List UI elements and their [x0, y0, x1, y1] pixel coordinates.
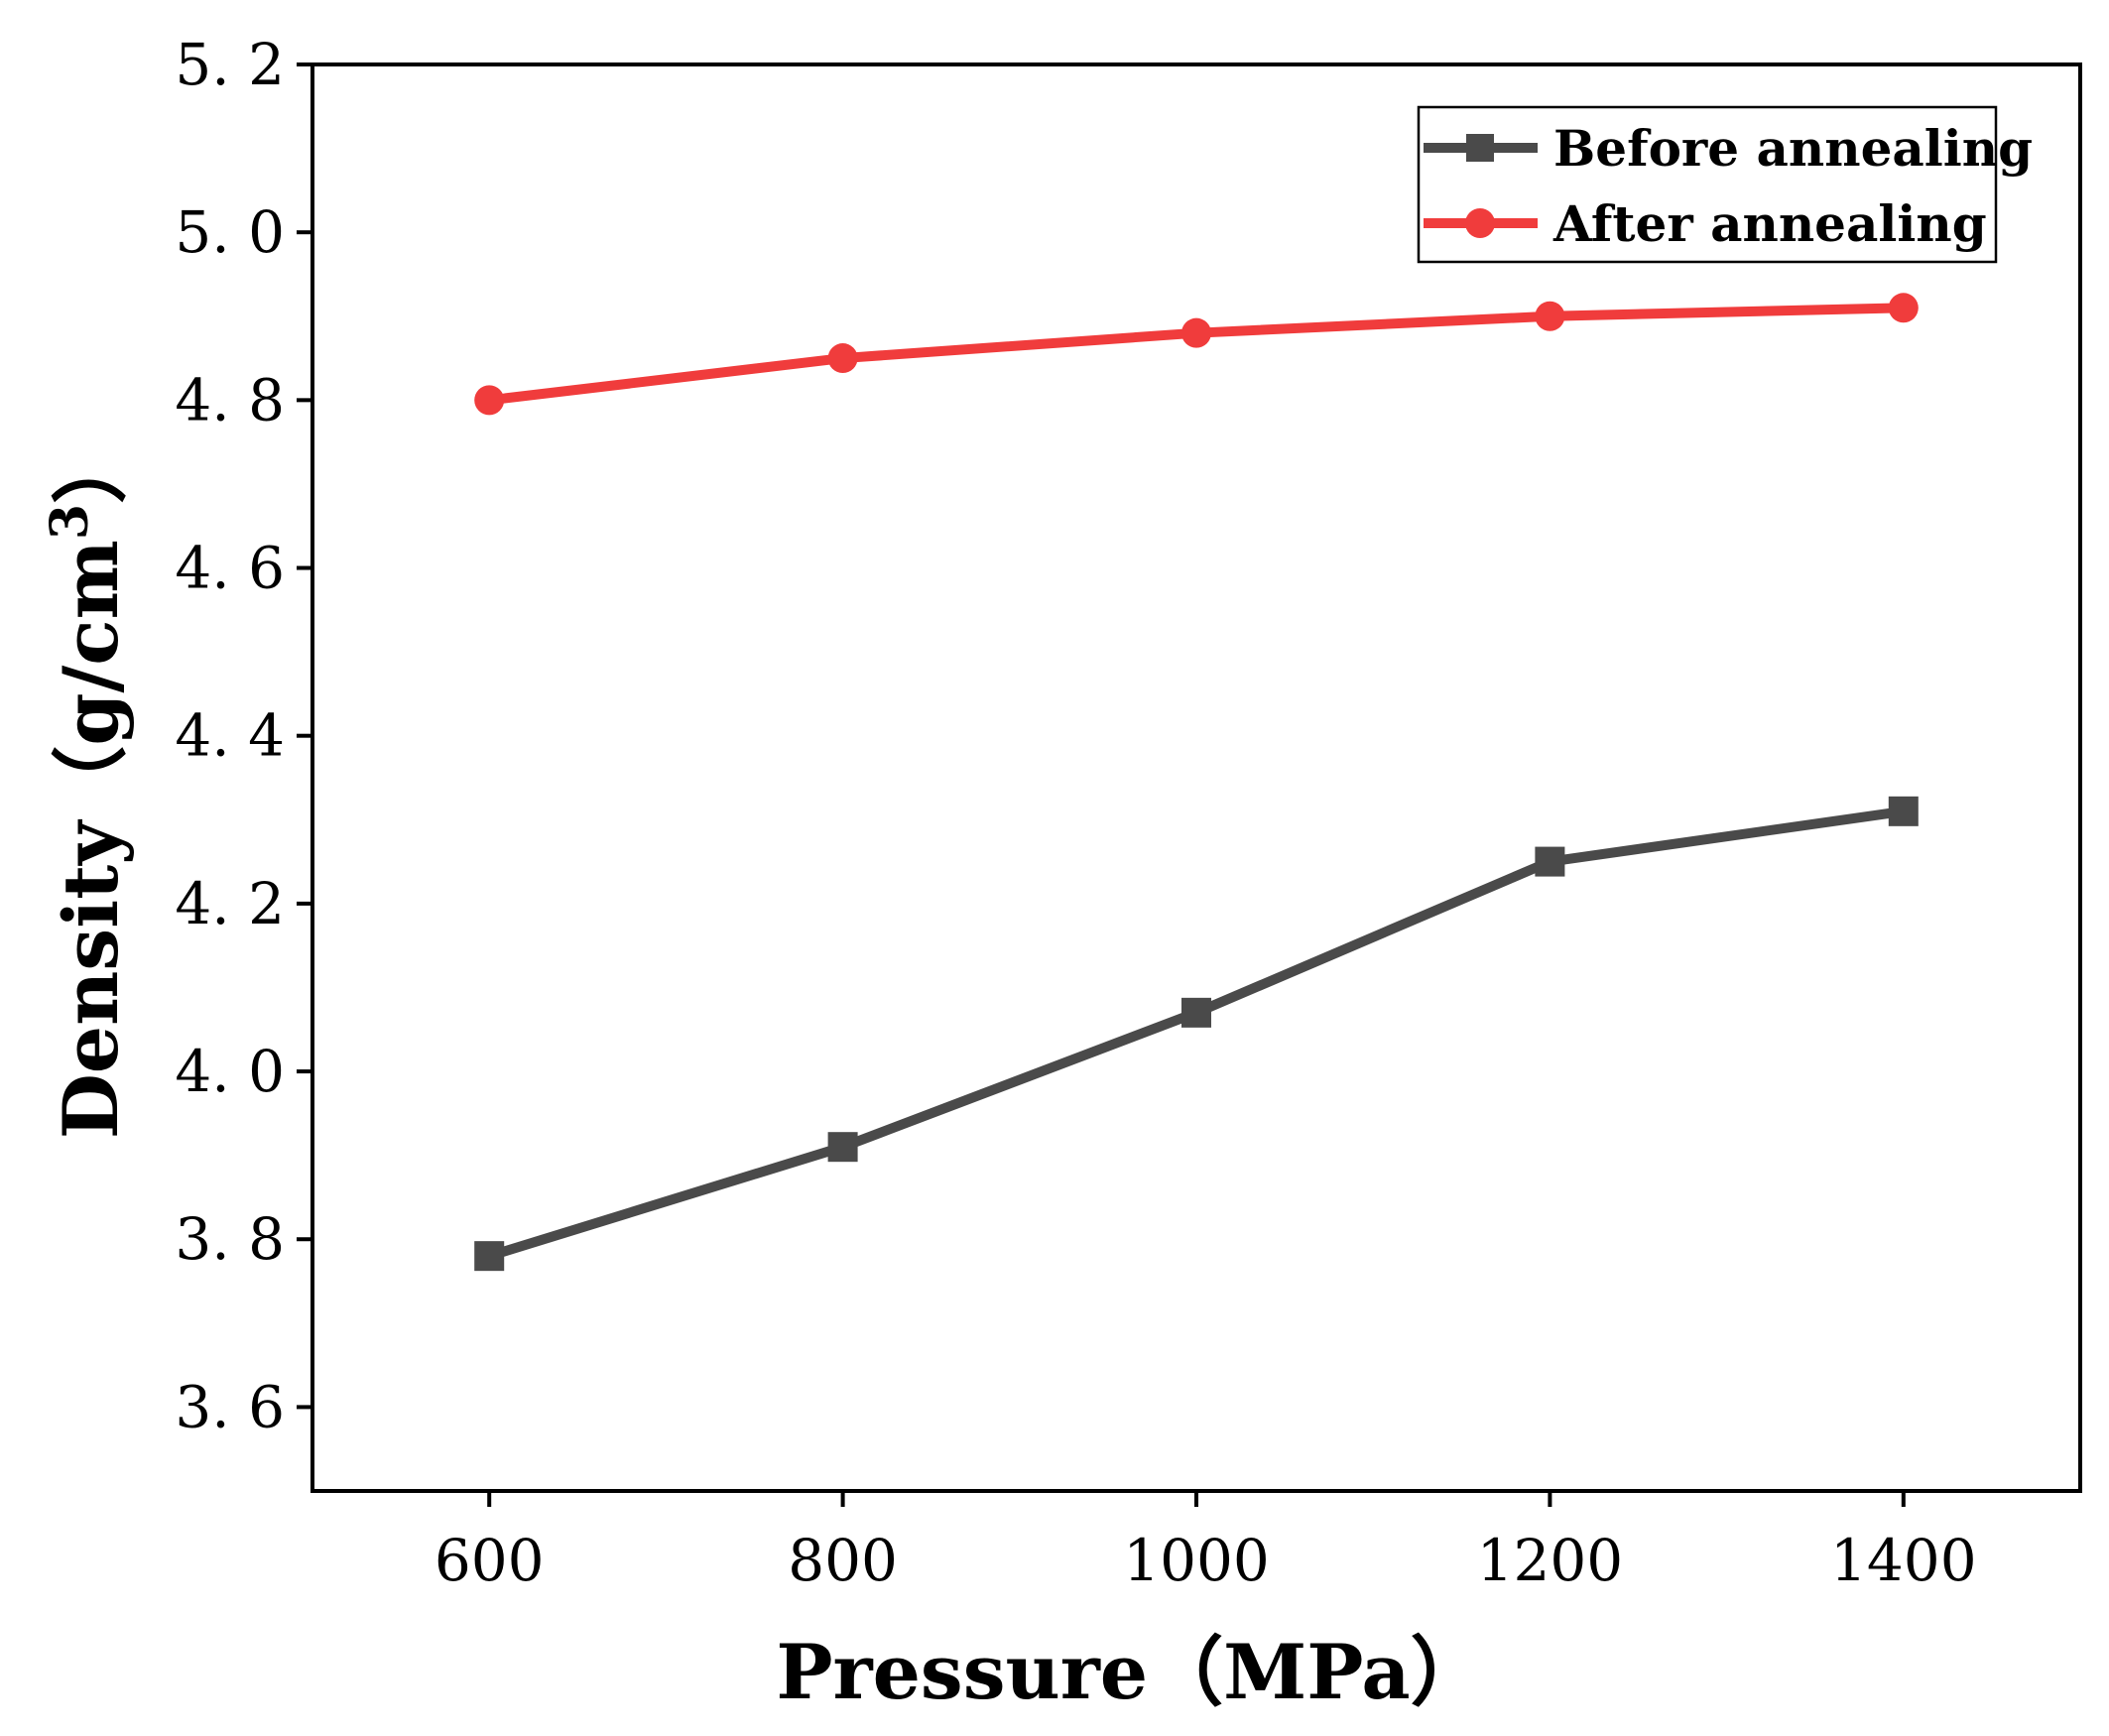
legend-before-marker [1466, 134, 1494, 162]
series-layer [474, 293, 1919, 1272]
y-tick-label: 5. 2 [175, 31, 285, 98]
y-axis-title: Density（g/cm3） [40, 429, 135, 1139]
data-point-before-annealing [827, 1132, 858, 1163]
x-tick-label: 1200 [1477, 1527, 1624, 1594]
y-tick-label: 4. 0 [175, 1038, 285, 1105]
axes: 3. 6 3. 8 4. 0 4. 2 4. 4 4. 6 4. 8 5. 0 5. 2 600 8… [175, 31, 2082, 1594]
legend-after-marker [1465, 208, 1495, 238]
y-axis-title-main: Density（g/cm [47, 540, 135, 1139]
y-axis-title-close: ） [47, 429, 135, 504]
legend-after-label: After annealing [1552, 194, 1987, 253]
x-tick-label: 800 [788, 1527, 898, 1594]
y-tick-label: 3. 6 [175, 1373, 285, 1440]
y-tick-label: 3. 8 [175, 1205, 285, 1273]
x-tick-label: 600 [434, 1527, 545, 1594]
data-point-before-annealing [1181, 997, 1211, 1028]
data-point-after-annealing [827, 343, 858, 374]
legend: Before annealing After annealing [1417, 105, 2033, 264]
x-tick-label: 1000 [1123, 1527, 1270, 1594]
data-point-after-annealing [1181, 317, 1211, 348]
data-point-before-annealing [474, 1241, 505, 1272]
y-tick-label: 4. 4 [175, 702, 285, 770]
y-tick-label: 4. 6 [175, 535, 285, 602]
data-point-before-annealing [1535, 846, 1565, 877]
data-point-before-annealing [1888, 796, 1919, 826]
y-tick-label: 5. 0 [175, 198, 285, 266]
y-tick-label: 4. 8 [175, 366, 285, 434]
x-tick-label: 1400 [1830, 1527, 1977, 1594]
x-axis-title: Pressure（MPa） [776, 1628, 1485, 1716]
y-tick-label: 4. 2 [175, 870, 285, 937]
data-point-after-annealing [1888, 293, 1919, 323]
data-point-after-annealing [474, 385, 505, 416]
y-axis-title-superscript: 3 [40, 504, 100, 540]
legend-box [1417, 105, 1998, 264]
data-point-after-annealing [1535, 301, 1565, 331]
legend-before-label: Before annealing [1553, 119, 2033, 178]
